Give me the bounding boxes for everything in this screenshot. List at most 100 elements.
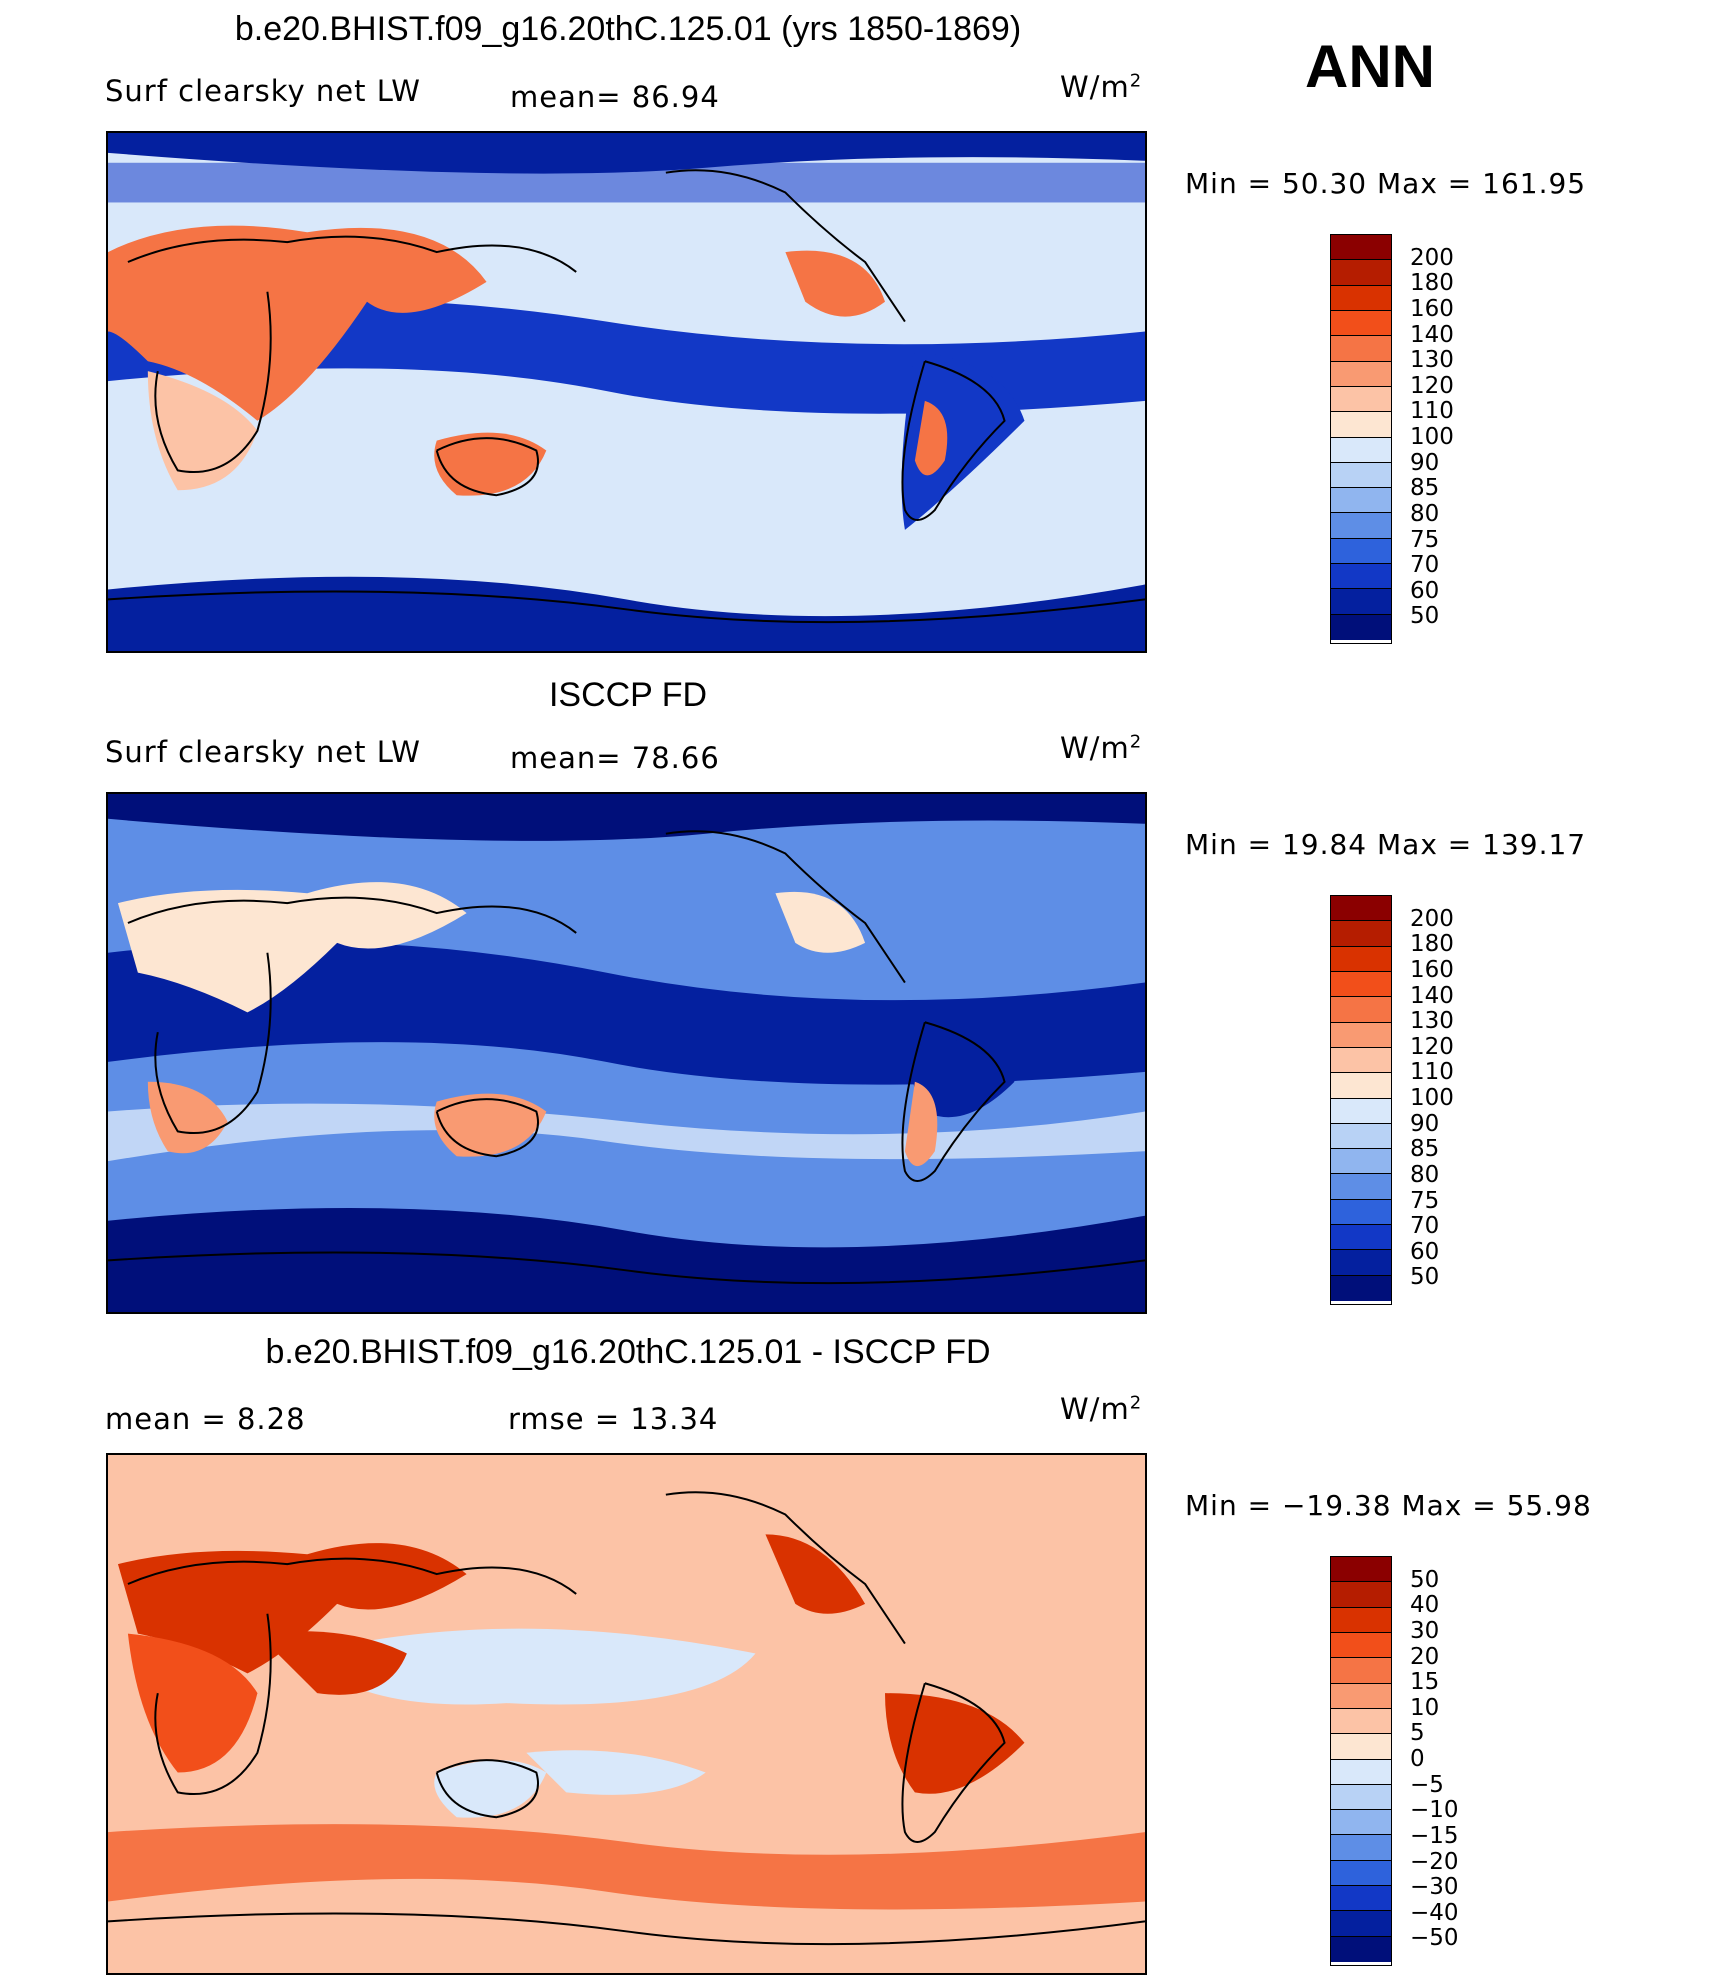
panel2-tropical-band: [108, 941, 1145, 1085]
colorbar-label: 120: [1410, 372, 1454, 399]
colorbar-label: 70: [1410, 552, 1440, 579]
colorbar-swatch: [1331, 1607, 1391, 1633]
colorbar-swatch: [1331, 285, 1391, 311]
colorbar-label: 100: [1410, 1085, 1454, 1111]
panel2-andes: [904, 1081, 938, 1167]
colorbar-swatch: [1331, 1911, 1391, 1937]
colorbar-label: 5: [1410, 1720, 1425, 1747]
colorbar-swatch: [1331, 971, 1391, 998]
colorbar-swatch: [1331, 1683, 1391, 1709]
panel3-units: W/m2: [1060, 1392, 1143, 1426]
panel1-australia: [434, 432, 547, 496]
panel2-coastlines: [108, 830, 1145, 1285]
panel3-south-america: [885, 1693, 1025, 1794]
panel2-antarctic: [108, 1207, 1145, 1312]
panel2-units: W/m2: [1060, 731, 1143, 765]
panel3-southern-ocean: [108, 1824, 1145, 1910]
colorbar-label: −15: [1410, 1822, 1459, 1849]
season-label: ANN: [1305, 33, 1435, 100]
colorbar-label: 50: [1410, 1566, 1440, 1593]
colorbar-label: 0: [1410, 1746, 1425, 1772]
panel1-antarctic: [108, 576, 1145, 651]
colorbar-swatch: [1331, 1835, 1391, 1861]
colorbar-swatch: [1331, 1123, 1391, 1150]
colorbar-label: −10: [1410, 1797, 1459, 1824]
colorbar-label: 75: [1410, 1187, 1440, 1214]
colorbar-swatch: [1331, 1810, 1391, 1836]
colorbar-swatch: [1331, 1047, 1391, 1074]
panel2-title: ISCCP FD: [548, 676, 708, 714]
panel1-arctic: [108, 133, 1145, 174]
colorbar-label: 85: [1410, 475, 1440, 502]
colorbar-label: 20: [1410, 1643, 1440, 1670]
colorbar-label: 180: [1410, 931, 1454, 958]
colorbar-label: 110: [1410, 398, 1454, 425]
panel1-north-america: [785, 250, 886, 317]
colorbar-swatch: [1331, 1582, 1391, 1608]
colorbar-label: −20: [1410, 1848, 1459, 1875]
colorbar-swatch: [1331, 946, 1391, 972]
colorbar-swatch: [1331, 235, 1391, 261]
panel1-colorbar: [1330, 234, 1392, 644]
colorbar-swatch: [1331, 589, 1391, 615]
panel3-colorbar: [1330, 1556, 1392, 1966]
colorbar-label: 140: [1410, 321, 1454, 348]
panel2-map: [106, 792, 1147, 1314]
panel1-minmax: Min = 50.30 Max = 161.95: [1185, 167, 1587, 200]
panel2-north-america: [775, 891, 866, 953]
colorbar-label: 180: [1410, 270, 1454, 297]
colorbar-label: 120: [1410, 1033, 1454, 1060]
colorbar-label: 60: [1410, 1238, 1440, 1265]
colorbar-swatch: [1331, 896, 1391, 922]
colorbar-label: 90: [1410, 1110, 1440, 1137]
colorbar-swatch: [1331, 1022, 1391, 1048]
colorbar-label: −50: [1410, 1925, 1459, 1952]
colorbar-label: 200: [1410, 905, 1454, 932]
colorbar-swatch: [1331, 1250, 1391, 1276]
panel3-title: b.e20.BHIST.f09_g16.20thC.125.01 - ISCCP…: [265, 1333, 991, 1371]
panel3-mean: mean = 8.28: [105, 1402, 306, 1436]
colorbar-label: 80: [1410, 1161, 1440, 1188]
colorbar-label: 130: [1410, 347, 1454, 374]
panel2-minmax: Min = 19.84 Max = 139.17: [1185, 828, 1587, 861]
panel2-mean: mean= 78.66: [510, 741, 720, 775]
colorbar-swatch: [1331, 1225, 1391, 1251]
colorbar-swatch: [1331, 386, 1391, 413]
panel1-variable-label: Surf clearsky net LW: [105, 74, 421, 108]
panel2-south-band: [108, 1103, 1145, 1162]
colorbar-swatch: [1331, 260, 1391, 286]
colorbar-swatch: [1331, 1658, 1391, 1684]
colorbar-label: 140: [1410, 982, 1454, 1009]
colorbar-label: −5: [1410, 1771, 1444, 1798]
colorbar-label: 110: [1410, 1059, 1454, 1086]
colorbar-label: 160: [1410, 956, 1454, 983]
colorbar-swatch: [1331, 564, 1391, 590]
colorbar-label: 60: [1410, 577, 1440, 604]
colorbar-swatch: [1331, 1199, 1391, 1226]
panel2-variable-label: Surf clearsky net LW: [105, 735, 421, 769]
colorbar-label: 75: [1410, 526, 1440, 553]
colorbar-swatch: [1331, 1632, 1391, 1659]
panel2-eurasia-africa: [117, 882, 467, 1013]
colorbar-label: 30: [1410, 1617, 1440, 1644]
colorbar-label: 160: [1410, 295, 1454, 322]
panel1-map-svg: [108, 133, 1145, 651]
panel3-pacific-negative: [307, 1628, 756, 1705]
colorbar-swatch: [1331, 1936, 1391, 1962]
panel3-coastlines: [108, 1491, 1145, 1946]
colorbar-label: 85: [1410, 1136, 1440, 1163]
panel1-map: [106, 131, 1147, 653]
panel2-australia: [434, 1093, 547, 1157]
panel3-south-asia: [257, 1631, 407, 1695]
colorbar-swatch: [1331, 1073, 1391, 1099]
colorbar-swatch: [1331, 336, 1391, 362]
colorbar-swatch: [1331, 1886, 1391, 1912]
colorbar-label: 70: [1410, 1213, 1440, 1240]
colorbar-label: 50: [1410, 603, 1440, 630]
colorbar-swatch: [1331, 1557, 1391, 1583]
panel3-south-pacific-negative: [526, 1750, 706, 1795]
panel2-amazon: [911, 1032, 1015, 1118]
colorbar-swatch: [1331, 361, 1391, 387]
colorbar-label: 15: [1410, 1669, 1440, 1696]
colorbar-swatch: [1331, 488, 1391, 514]
